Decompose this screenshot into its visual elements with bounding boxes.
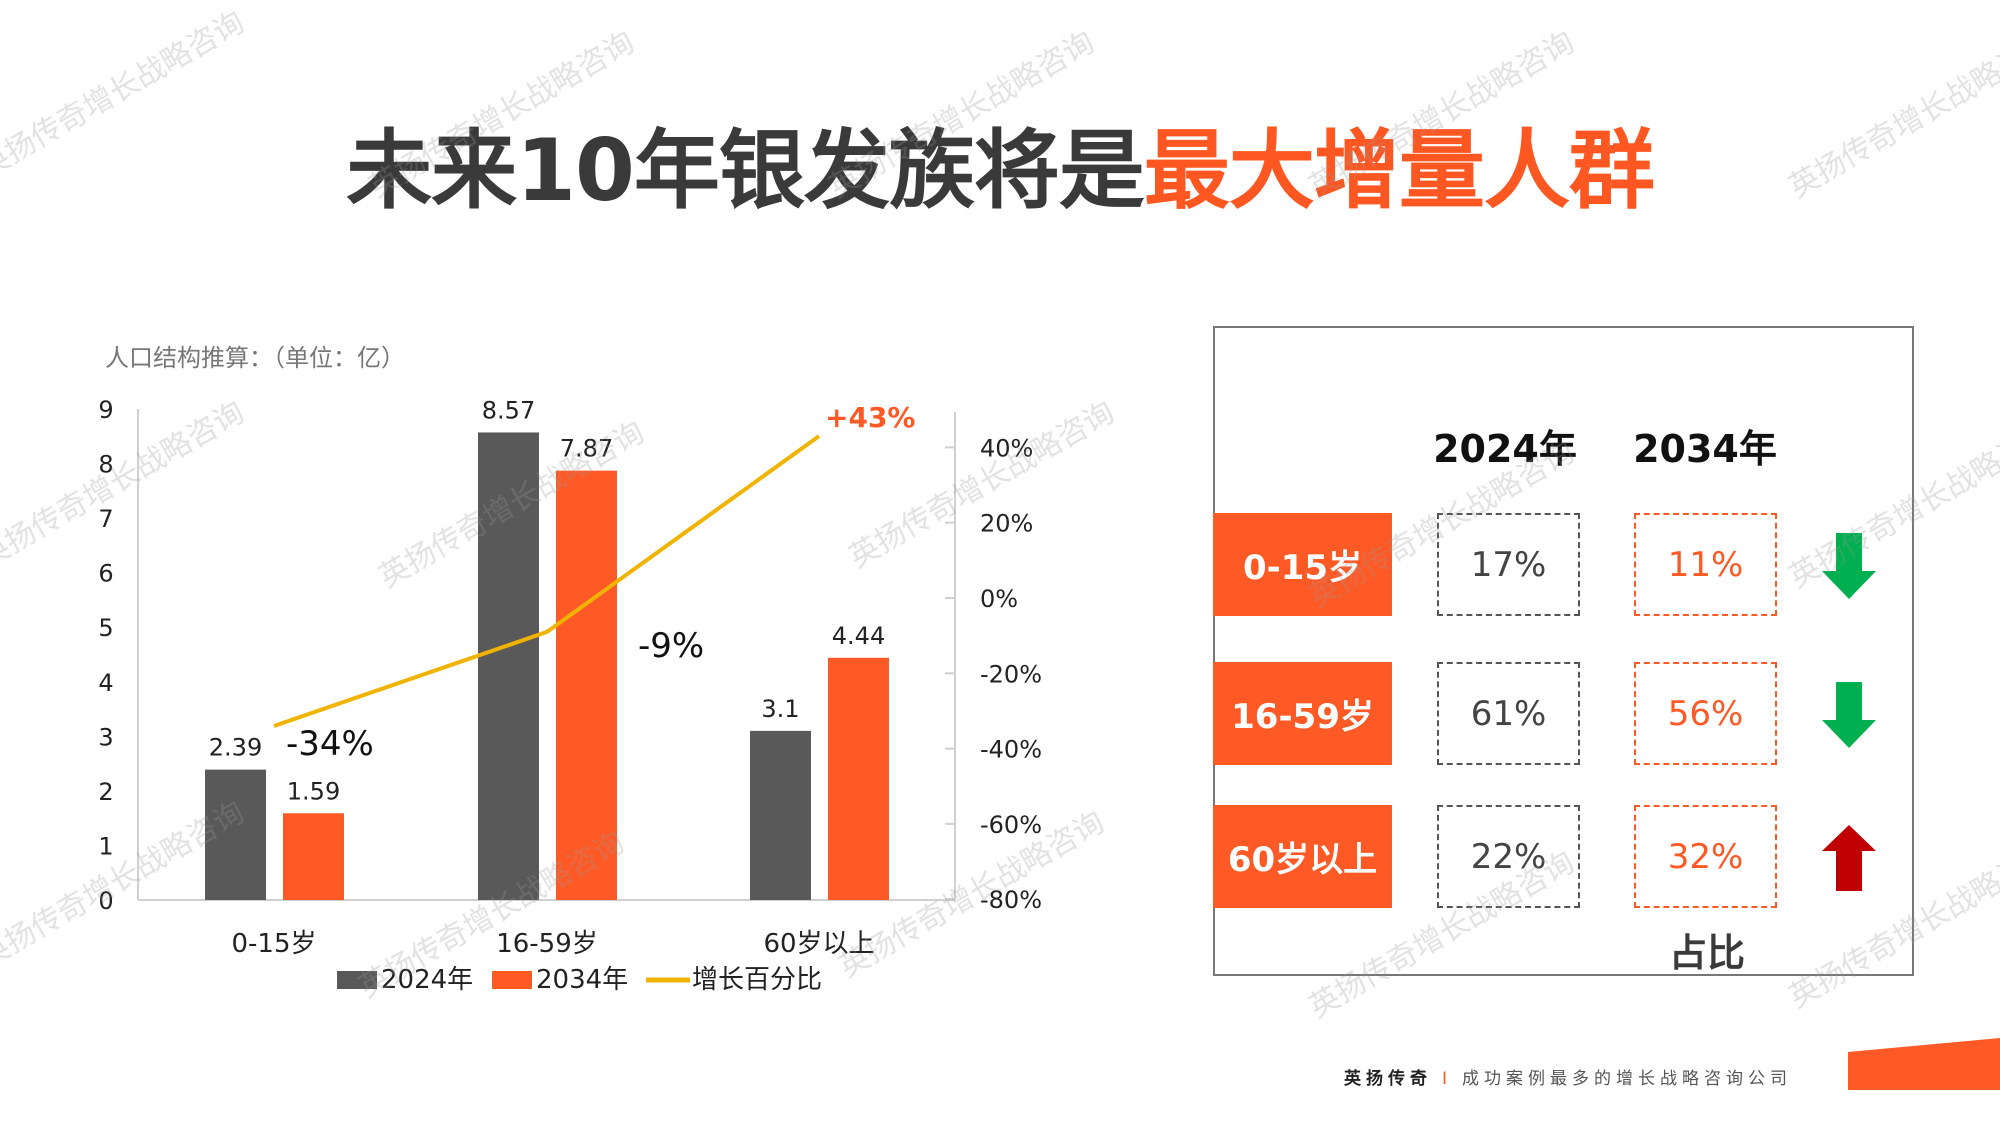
x-tick-label: 60岁以上 — [763, 929, 874, 959]
footer-brand: 英扬传奇 — [1344, 1069, 1432, 1089]
bar-data-label: 8.57 — [482, 396, 535, 424]
y-tick-label: 9 — [98, 396, 113, 424]
page-title: 未来10年银发族将是最大增量人群 — [0, 100, 2000, 225]
footer-separator: I — [1442, 1069, 1453, 1089]
y-tick-label: 4 — [98, 669, 113, 697]
cell-2034: 32% — [1634, 805, 1777, 908]
legend-swatch-2034 — [492, 971, 532, 989]
y2-tick-label: 40% — [980, 434, 1033, 462]
header-2034: 2034年 — [1633, 427, 1777, 471]
bar-data-label: 3.1 — [761, 695, 799, 723]
y-tick-label: 1 — [98, 832, 113, 860]
growth-label: -34% — [286, 724, 374, 764]
y-tick-label: 2 — [98, 778, 113, 806]
bar-2024年 — [478, 432, 539, 900]
y-tick-label: 7 — [98, 505, 113, 533]
arrow-down-icon — [1822, 682, 1876, 748]
y2-tick-label: 20% — [980, 510, 1033, 538]
title-main: 未来10年银发族将是 — [346, 121, 1145, 221]
y2-tick-label: -40% — [980, 736, 1042, 764]
chart-subtitle: 人口结构推算：（单位：亿） — [105, 344, 405, 372]
x-tick-label: 0-15岁 — [231, 929, 316, 959]
y-tick-label: 6 — [98, 560, 113, 588]
growth-label: -9% — [638, 626, 704, 666]
legend-label: 2024年 — [381, 965, 473, 995]
y2-tick-label: -20% — [980, 660, 1042, 688]
row-label: 16-59岁 — [1213, 662, 1392, 765]
title-highlight: 最大增量人群 — [1143, 121, 1655, 221]
y2-tick-label: -80% — [980, 886, 1042, 914]
share-caption: 占比 — [1668, 931, 1745, 975]
y-tick-label: 5 — [98, 614, 113, 642]
y2-tick-label: -60% — [980, 811, 1042, 839]
bar-2024年 — [205, 769, 266, 900]
footer: 英扬传奇 I 成功案例最多的增长战略咨询公司 — [1344, 1064, 1792, 1089]
population-chart: 0 1 2 3 4 5 6 7 8 9 -80% -60% -40% -20% 0% 20% 40% 0-15岁 2… — [98, 396, 1042, 995]
legend-swatch-2024 — [337, 971, 377, 989]
y-tick-label: 0 — [98, 887, 113, 915]
growth-line — [273, 434, 821, 728]
x-tick-label: 16-59岁 — [496, 929, 598, 959]
row-label: 0-15岁 — [1213, 513, 1392, 616]
arrow-up-icon — [1822, 825, 1876, 891]
y-tick-label: 3 — [98, 723, 113, 751]
legend-label: 2034年 — [536, 965, 628, 995]
y2-tick-label: 0% — [980, 585, 1018, 613]
bar-2024年 — [750, 730, 811, 900]
footer-accent-shape — [1848, 1038, 2000, 1090]
bar-2034年 — [283, 813, 344, 900]
cell-2034: 56% — [1634, 662, 1777, 765]
bar-data-label: 7.87 — [560, 435, 613, 463]
legend-label: 增长百分比 — [692, 965, 822, 995]
bar-data-label: 1.59 — [287, 777, 340, 805]
arrow-down-icon — [1822, 533, 1876, 599]
cell-2024: 22% — [1437, 805, 1580, 908]
bar-2034年 — [556, 470, 617, 900]
header-2024: 2024年 — [1433, 427, 1577, 471]
footer-slogan: 成功案例最多的增长战略咨询公司 — [1462, 1069, 1793, 1089]
share-panel — [1213, 326, 1914, 976]
row-label: 60岁以上 — [1213, 805, 1392, 908]
growth-label: +43% — [825, 401, 915, 434]
cell-2024: 17% — [1437, 513, 1580, 616]
bar-data-label: 2.39 — [209, 734, 262, 762]
bar-2034年 — [828, 657, 889, 900]
cell-2024: 61% — [1437, 662, 1580, 765]
cell-2034: 11% — [1634, 513, 1777, 616]
bar-data-label: 4.44 — [832, 622, 885, 650]
y-tick-label: 8 — [98, 451, 113, 479]
